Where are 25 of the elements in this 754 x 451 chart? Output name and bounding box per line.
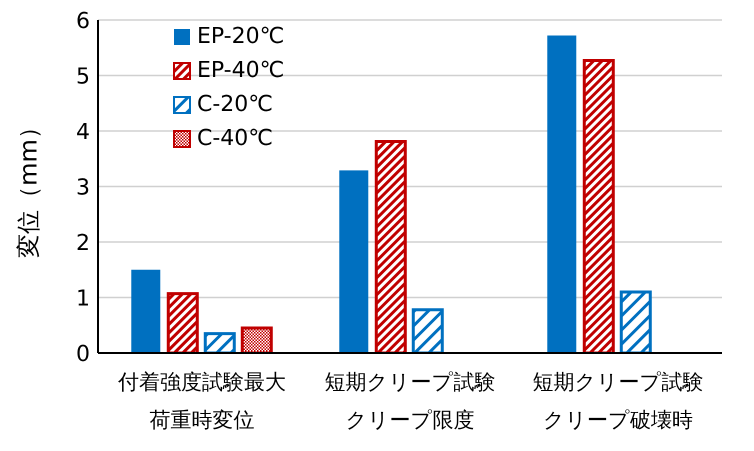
y-tick-label: 3 — [76, 175, 90, 200]
bar — [339, 170, 368, 353]
x-tick-label: 短期クリープ試験クリープ限度 — [324, 370, 496, 432]
legend-label: C-40℃ — [197, 125, 274, 153]
bar — [131, 270, 160, 353]
bar — [582, 59, 615, 353]
y-axis-title: 変位（mm） — [14, 115, 43, 258]
x-tick-label: 短期クリープ試験クリープ破壊時 — [532, 370, 704, 432]
bar — [547, 36, 576, 353]
y-tick-label: 6 — [76, 8, 90, 34]
bar — [412, 308, 444, 353]
bar — [240, 326, 273, 353]
y-tick-label: 5 — [76, 64, 90, 90]
bar — [620, 290, 652, 353]
bar — [204, 332, 236, 353]
bar — [374, 140, 407, 353]
y-tick-label: 0 — [76, 342, 90, 367]
x-tick-label: 付着強度試験最大荷重時変位 — [117, 370, 286, 432]
y-tick-label: 4 — [76, 120, 90, 145]
legend-label: EP-20℃ — [197, 23, 284, 51]
bar — [166, 292, 199, 353]
y-tick-label: 1 — [76, 286, 90, 312]
legend-label: C-20℃ — [197, 91, 274, 119]
legend-label: EP-40℃ — [197, 57, 284, 85]
y-tick-label: 2 — [76, 230, 90, 256]
